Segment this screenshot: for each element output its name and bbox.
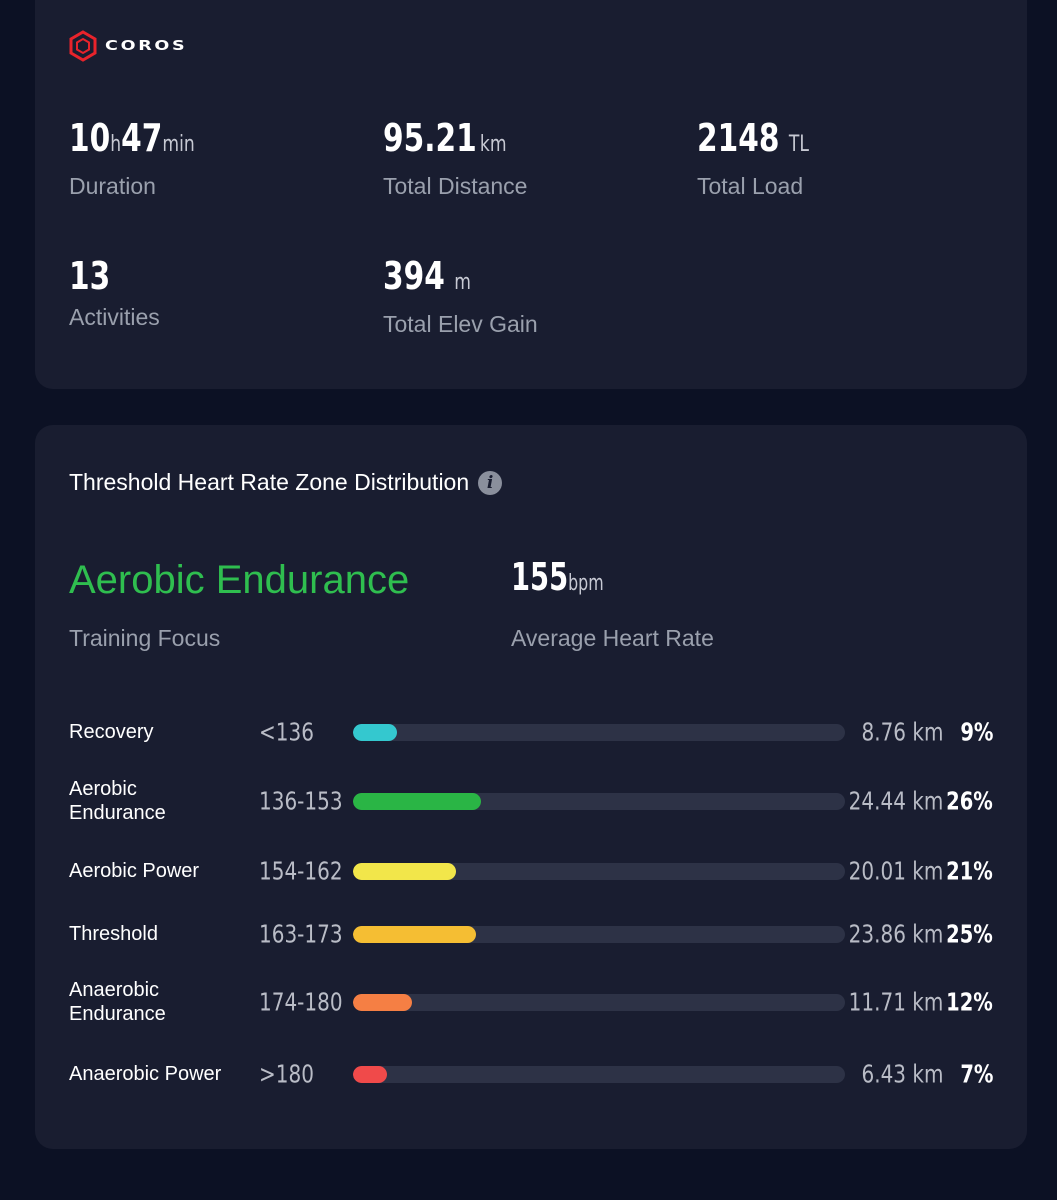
zone-bar-track (353, 793, 845, 810)
duration-label: Duration (69, 173, 156, 199)
activities-value: 13 (69, 254, 111, 298)
summary-card: COROS 10h47min Duration 95.21 km Total Di… (35, 0, 1027, 389)
zone-distance: 11.71 km (848, 987, 943, 1017)
zone-distance: 8.76 km (861, 717, 943, 747)
duration-value: 10h47min (69, 116, 195, 160)
training-focus-value: Aerobic Endurance (69, 558, 410, 602)
zone-row: Aerobic Endurance 136-153 24.44 km 26% (35, 776, 1027, 826)
elevation-value: 394 m (383, 254, 471, 298)
zone-distance: 23.86 km (848, 919, 943, 949)
activities-label: Activities (69, 304, 160, 330)
zone-bar-fill (353, 1066, 388, 1083)
zone-name: Anaerobic Endurance (69, 979, 166, 1025)
zone-hr-range: 174-180 (259, 987, 343, 1017)
stat-load: 2148 TL Total Load (697, 116, 840, 200)
coros-logo: COROS (69, 30, 185, 62)
zone-hr-range: >180 (259, 1059, 314, 1089)
zones-card-title: Threshold Heart Rate Zone Distribution i (69, 469, 503, 496)
info-icon[interactable]: i (478, 470, 503, 495)
zone-bar-track (353, 724, 845, 741)
elevation-label: Total Elev Gain (383, 311, 538, 337)
zone-bar-track (353, 926, 845, 943)
hr-zones-card: Threshold Heart Rate Zone Distribution i… (35, 425, 1027, 1149)
zone-name: Threshold (69, 923, 158, 945)
avg-heart-rate-label: Average Heart Rate (511, 625, 714, 651)
zone-bar-track (353, 863, 845, 880)
zone-row: Threshold 163-173 23.86 km 25% (35, 909, 1027, 959)
zone-distance: 24.44 km (848, 786, 943, 816)
distance-label: Total Distance (383, 173, 528, 199)
zone-name: Aerobic Endurance (69, 778, 166, 824)
zone-hr-range: <136 (259, 717, 314, 747)
zone-hr-range: 163-173 (259, 919, 343, 949)
zone-row: Recovery <136 8.76 km 9% (35, 707, 1027, 757)
zone-name: Aerobic Power (69, 860, 200, 882)
zone-bar-track (353, 1066, 845, 1083)
zone-bar-fill (353, 793, 481, 810)
stat-distance: 95.21 km Total Distance (383, 116, 541, 200)
zone-bar-fill (353, 926, 476, 943)
stat-activities: 13 Activities (69, 254, 160, 331)
zone-name: Recovery (69, 721, 154, 743)
zone-hr-range: 154-162 (259, 856, 343, 886)
coros-logo-icon (69, 30, 97, 62)
zone-row: Aerobic Power 154-162 20.01 km 21% (35, 846, 1027, 896)
zone-percent: 7% (959, 1059, 993, 1089)
zone-bar-track (353, 994, 845, 1011)
avg-heart-rate-value: 155bpm (511, 555, 604, 599)
stat-elevation: 394 m Total Elev Gain (383, 254, 538, 338)
zone-distance: 6.43 km (861, 1059, 943, 1089)
zone-percent: 9% (959, 717, 993, 747)
load-label: Total Load (697, 173, 804, 199)
stat-duration: 10h47min Duration (69, 116, 230, 200)
training-focus-label: Training Focus (69, 625, 221, 651)
brand-name: COROS (105, 38, 188, 54)
zone-bar-fill (353, 994, 413, 1011)
zone-row: Anaerobic Power >180 6.43 km 7% (35, 1049, 1027, 1099)
zone-bar-fill (353, 863, 457, 880)
zone-percent: 21% (946, 856, 993, 886)
zone-row: Anaerobic Endurance 174-180 11.71 km 12% (35, 977, 1027, 1027)
zone-hr-range: 136-153 (259, 786, 343, 816)
zone-bar-fill (353, 724, 398, 741)
distance-value: 95.21 km (383, 116, 507, 160)
zone-percent: 26% (946, 786, 993, 816)
zone-distance: 20.01 km (848, 856, 943, 886)
load-value: 2148 TL (697, 116, 809, 160)
zone-percent: 12% (946, 987, 993, 1017)
zone-percent: 25% (946, 919, 993, 949)
zone-name: Anaerobic Power (69, 1063, 222, 1085)
